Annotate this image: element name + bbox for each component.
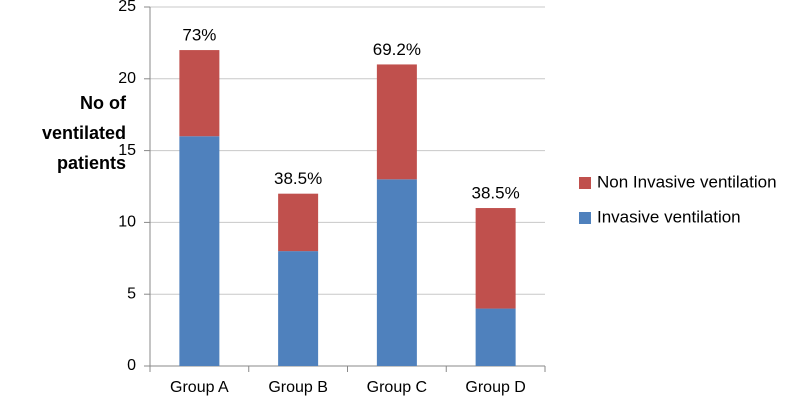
- bar-segment: [179, 136, 220, 366]
- legend-swatch: [579, 212, 591, 224]
- bar-segment: [278, 251, 319, 366]
- y-axis-label: No of ventilated patients: [41, 93, 126, 173]
- annotation: 38.5%: [274, 169, 322, 188]
- bar-segment: [179, 50, 220, 137]
- x-tick-label: Group D: [465, 379, 525, 396]
- y-tick-label: 15: [118, 142, 136, 159]
- legend-label: Invasive ventilation: [597, 207, 741, 226]
- legend-label: Non Invasive ventilation: [597, 172, 777, 191]
- bar-segment: [475, 308, 516, 366]
- x-tick-label: Group A: [170, 379, 229, 396]
- y-tick-label: 20: [118, 70, 136, 87]
- bar-segment: [278, 193, 319, 252]
- annotation: 69.2%: [373, 40, 421, 59]
- x-tick-label: Group C: [367, 379, 427, 396]
- y-tick-label: 5: [127, 285, 136, 302]
- y-tick-label: 25: [118, 0, 136, 15]
- bar-segment: [475, 208, 516, 309]
- annotation: 73%: [182, 26, 216, 45]
- bar-segment: [376, 64, 417, 180]
- x-tick-label: Group B: [268, 379, 328, 396]
- annotation: 38.5%: [472, 184, 520, 203]
- y-tick-label: 10: [118, 214, 136, 231]
- legend-swatch: [579, 177, 591, 189]
- y-tick-label: 0: [127, 357, 136, 374]
- bar-segment: [376, 179, 417, 366]
